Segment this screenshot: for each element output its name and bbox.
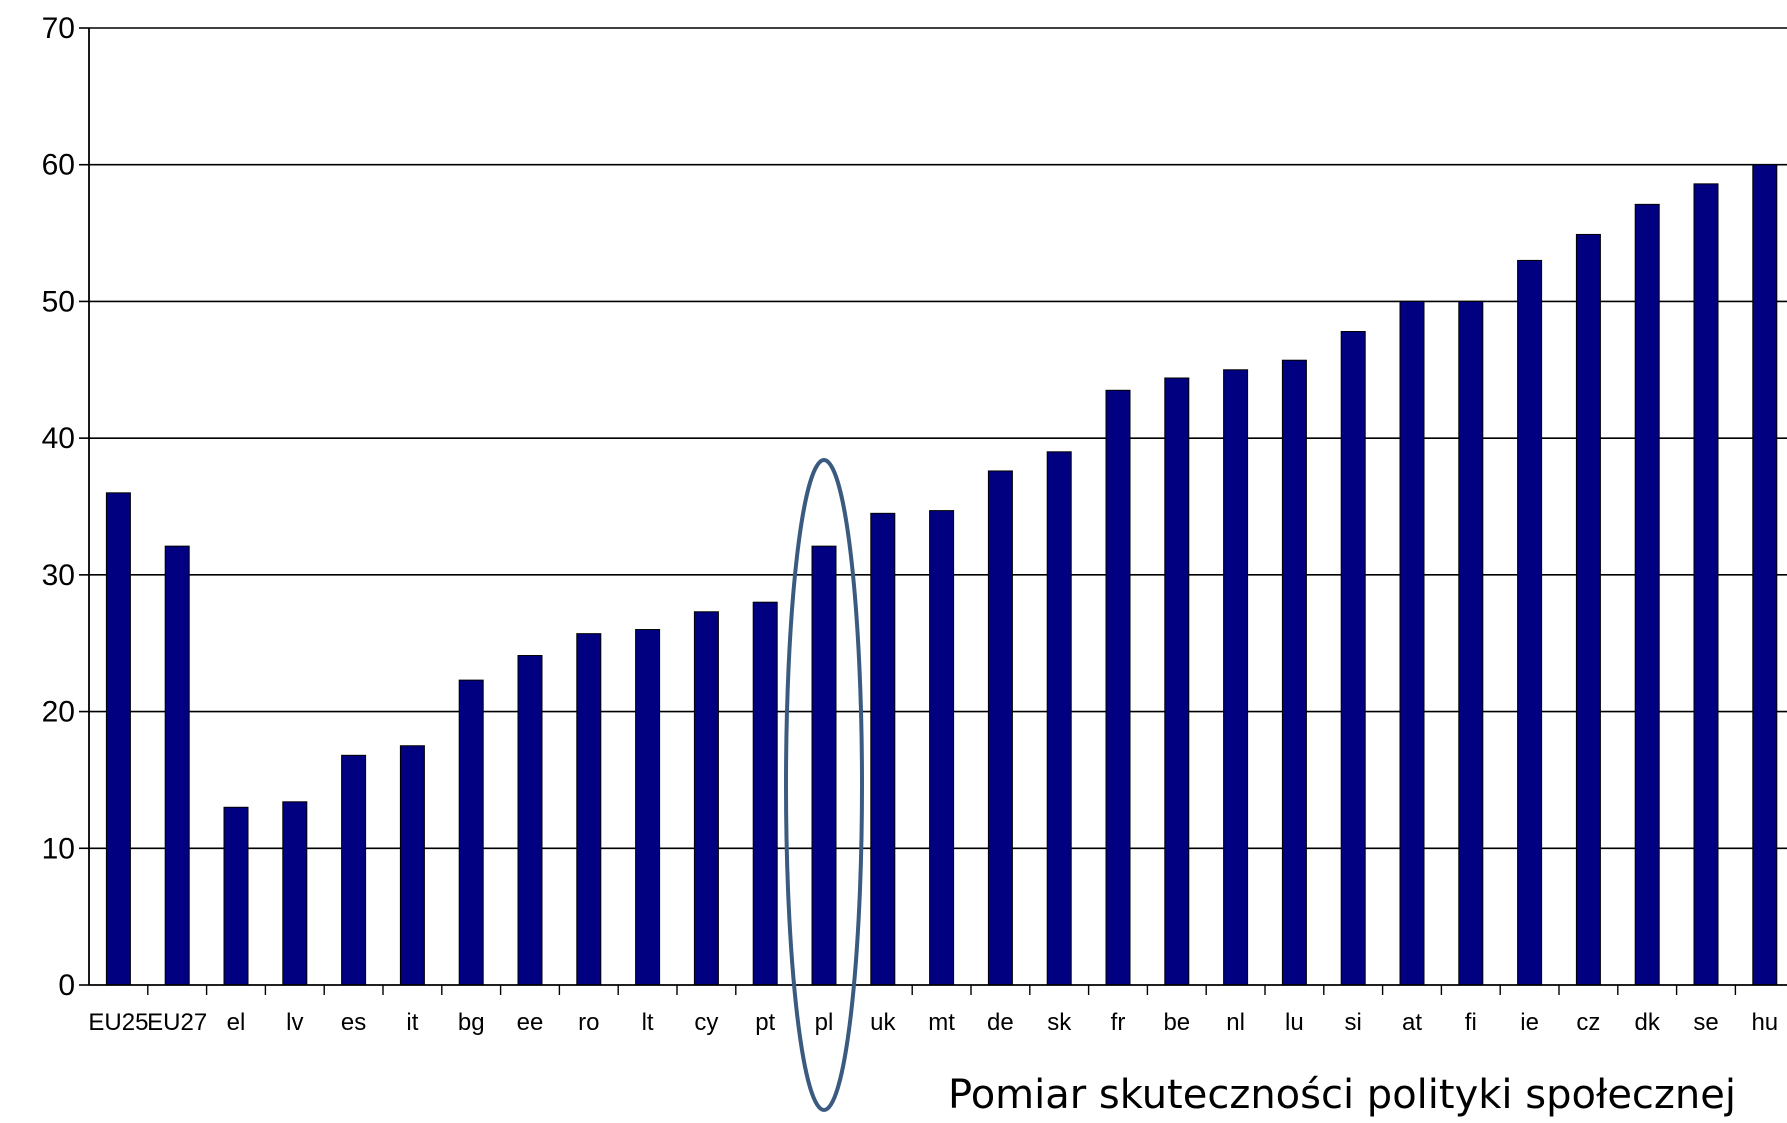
x-tick-label-lu: lu	[1285, 1009, 1304, 1036]
bar-lu	[1281, 359, 1307, 986]
x-tick-label-it: it	[406, 1009, 418, 1036]
x-tick-label-pt: pt	[755, 1009, 775, 1036]
x-tick-label-nl: nl	[1226, 1009, 1245, 1036]
y-tick-labels: 0 10 20 30 40 50 60 70	[42, 12, 75, 1002]
x-tick-label-lt: lt	[642, 1009, 654, 1036]
bar-at	[1399, 300, 1425, 986]
bar-cz	[1575, 233, 1601, 986]
bar-EU25	[105, 492, 131, 986]
y-tick-label: 60	[42, 149, 75, 182]
bar-ro	[576, 633, 602, 986]
chart-caption: Pomiar skuteczności polityki społecznej	[948, 1072, 1736, 1118]
x-tick-label-sk: sk	[1047, 1009, 1072, 1036]
x-tick-label-bg: bg	[458, 1009, 485, 1036]
highlight-layer	[784, 458, 864, 1112]
y-tick-label: 40	[42, 422, 75, 455]
bar-de	[987, 470, 1013, 986]
bar-el	[223, 806, 249, 986]
bar-bg	[458, 679, 484, 986]
x-tick-label-uk: uk	[870, 1009, 896, 1036]
y-tick-label: 70	[42, 12, 75, 45]
bar-EU27	[164, 545, 190, 986]
bars	[105, 164, 1778, 986]
x-tick-label-de: de	[987, 1009, 1014, 1036]
bar-lt	[635, 629, 661, 986]
x-tick-label-cz: cz	[1576, 1009, 1600, 1036]
x-tick-label-se: se	[1693, 1009, 1718, 1036]
x-tick-label-dk: dk	[1635, 1009, 1661, 1036]
x-tick-label-fr: fr	[1111, 1009, 1126, 1036]
bar-mt	[929, 510, 955, 986]
bar-cy	[693, 611, 719, 986]
y-tick-label: 30	[42, 559, 75, 592]
bar-sk	[1046, 451, 1072, 986]
bar-be	[1164, 377, 1190, 986]
bar-fr	[1105, 389, 1131, 986]
highlight-ellipse	[784, 458, 864, 1112]
y-tick-label: 20	[42, 696, 75, 729]
x-tick-label-fi: fi	[1465, 1009, 1477, 1036]
bar-se	[1693, 183, 1719, 986]
axes	[79, 27, 1787, 995]
bar-pt	[752, 601, 778, 986]
x-tick-label-EU27: EU27	[147, 1009, 207, 1036]
x-tick-label-cy: cy	[694, 1009, 718, 1036]
x-tick-label-hu: hu	[1751, 1009, 1778, 1036]
bar-nl	[1223, 369, 1249, 986]
x-tick-label-ro: ro	[578, 1009, 599, 1036]
bar-si	[1340, 331, 1366, 986]
x-tick-label-EU25: EU25	[88, 1009, 148, 1036]
x-tick-label-pl: pl	[815, 1009, 834, 1036]
x-tick-label-ee: ee	[517, 1009, 544, 1036]
bar-ie	[1517, 259, 1543, 986]
x-tick-label-ie: ie	[1520, 1009, 1539, 1036]
x-tick-label-es: es	[341, 1009, 366, 1036]
bar-es	[341, 754, 367, 986]
bar-lv	[282, 801, 308, 986]
bar-uk	[870, 512, 896, 986]
bar-dk	[1634, 203, 1660, 986]
y-tick-label: 50	[42, 285, 75, 318]
x-tick-label-be: be	[1163, 1009, 1190, 1036]
y-tick-label: 0	[58, 969, 75, 1002]
x-tick-label-si: si	[1345, 1009, 1362, 1036]
x-tick-label-el: el	[227, 1009, 246, 1036]
x-tick-label-lv: lv	[286, 1009, 303, 1036]
bar-pl	[811, 545, 837, 986]
bar-fi	[1458, 300, 1484, 986]
x-tick-label-at: at	[1402, 1009, 1422, 1036]
x-tick-label-mt: mt	[928, 1009, 955, 1036]
bar-ee	[517, 655, 543, 986]
bar-it	[399, 745, 425, 986]
y-tick-label: 10	[42, 832, 75, 865]
bar-hu	[1752, 164, 1778, 986]
